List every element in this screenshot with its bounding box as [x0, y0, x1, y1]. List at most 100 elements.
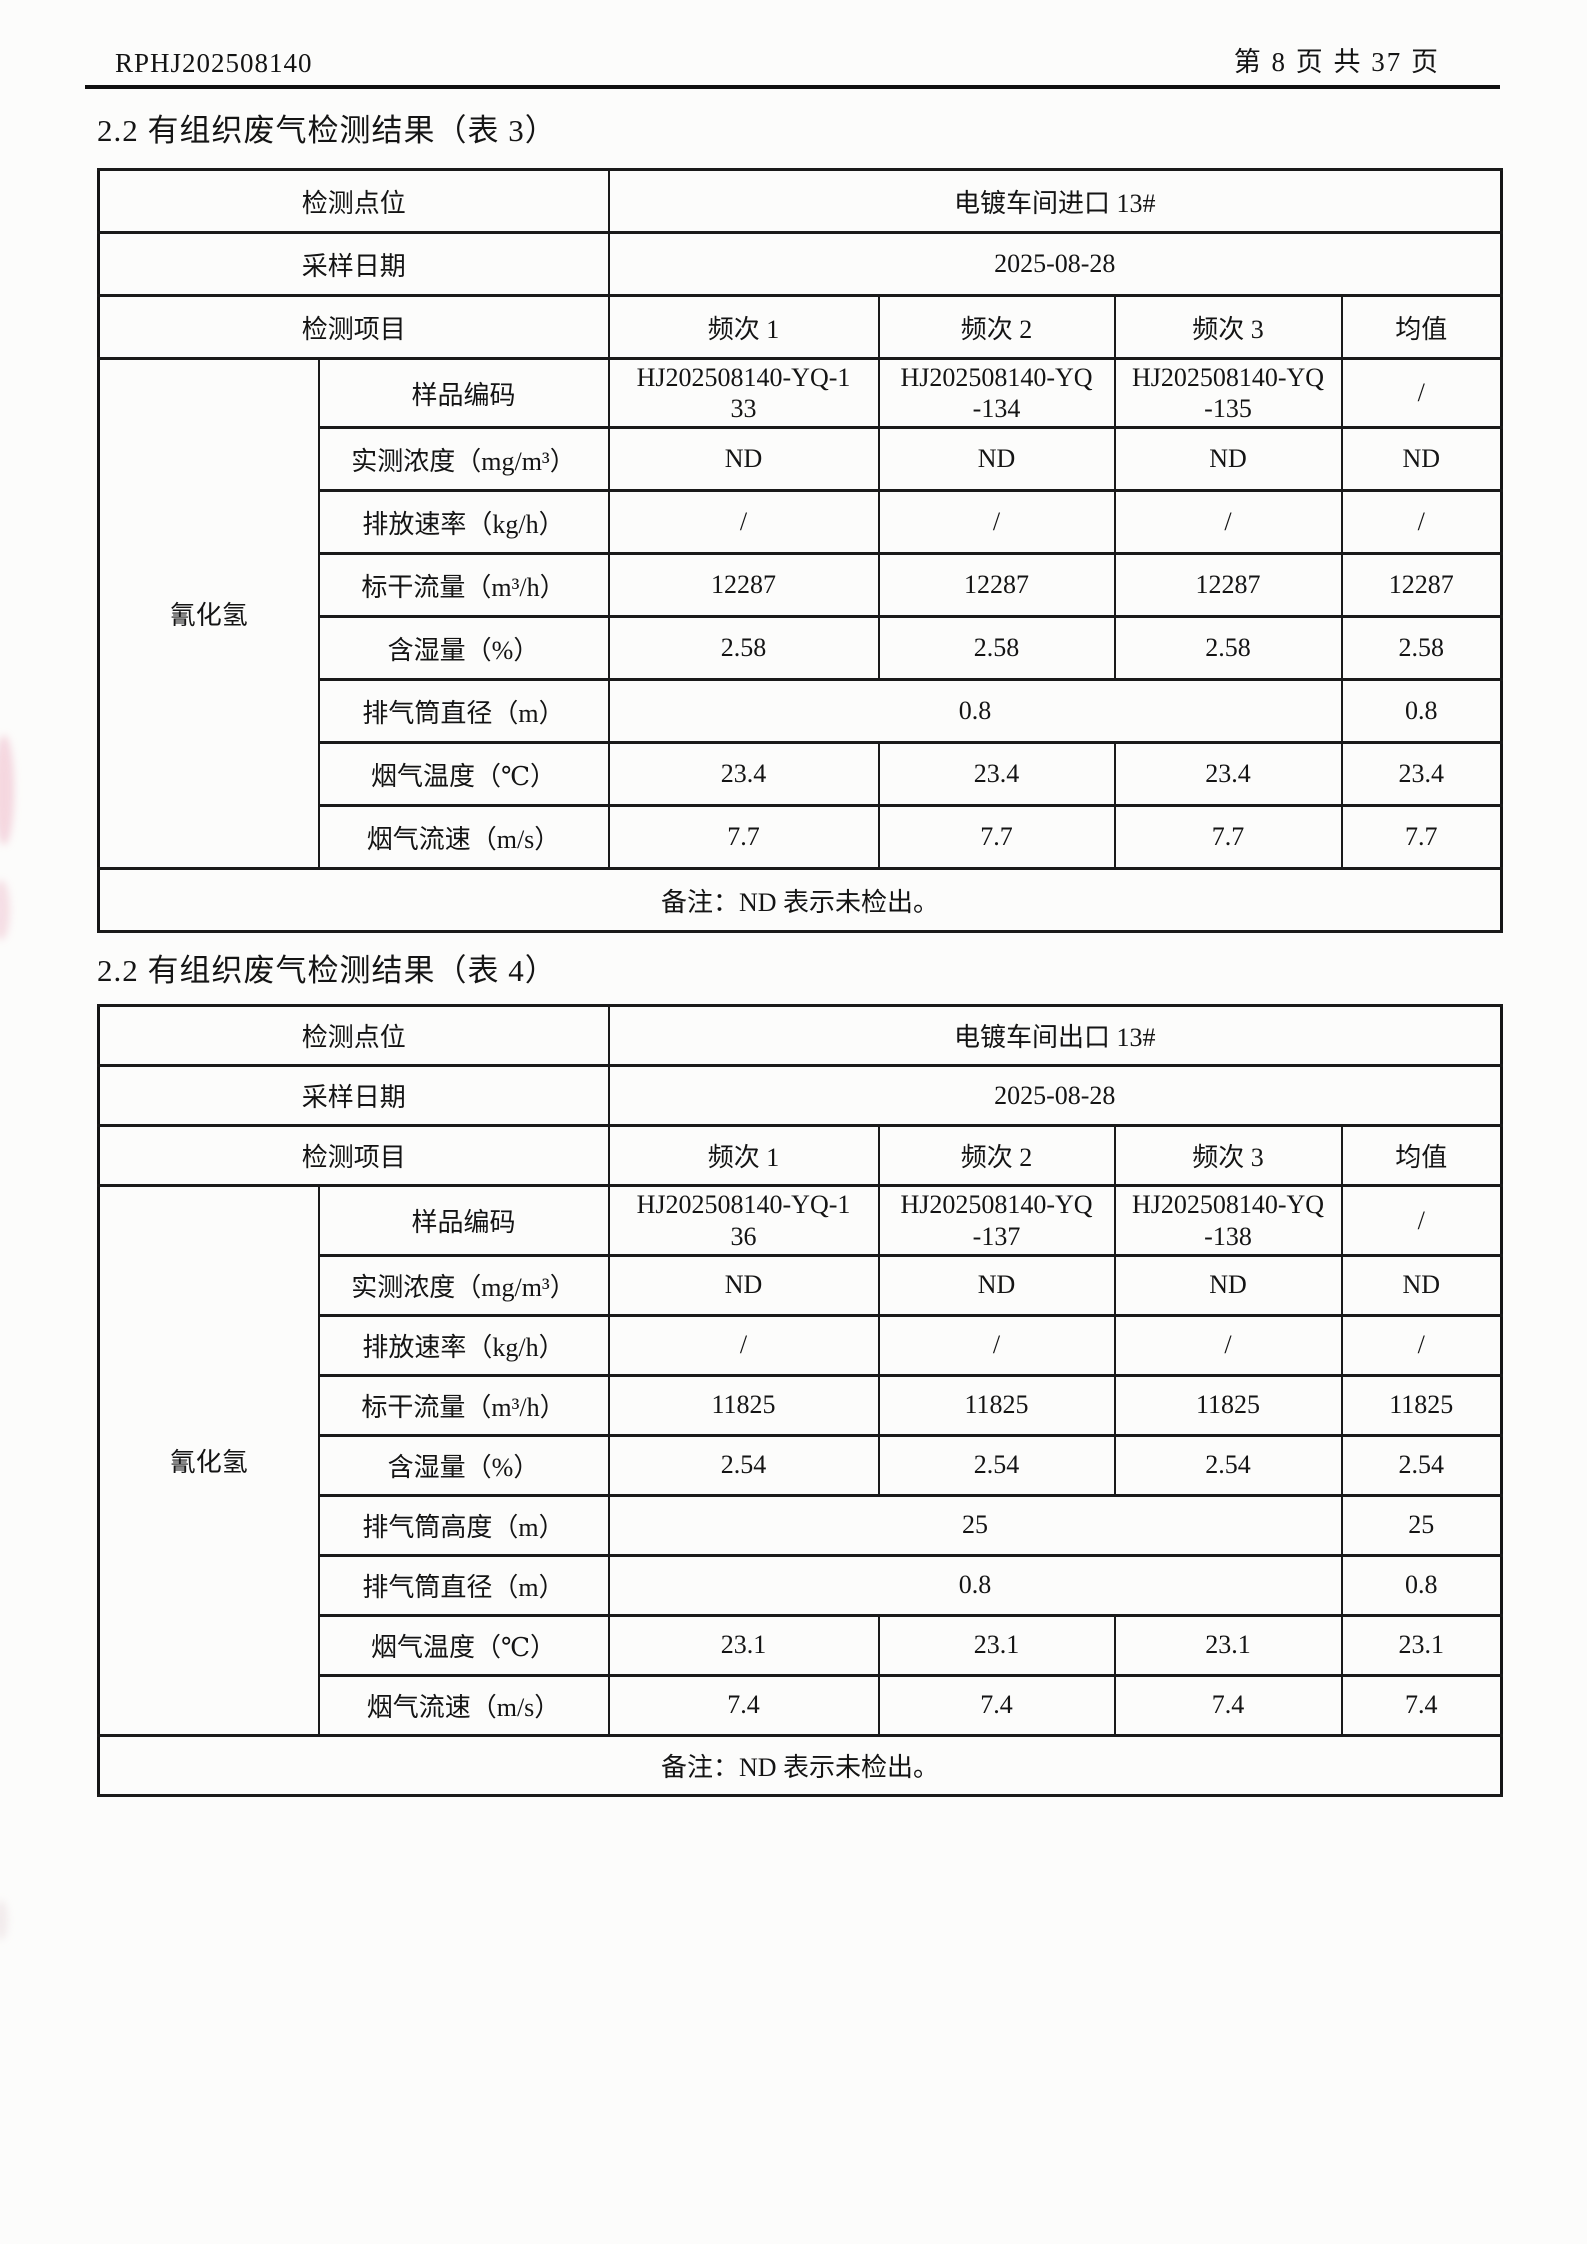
metric-value: /	[607, 489, 880, 556]
metric-label: 烟气温度（℃）	[317, 741, 610, 808]
metric-value: 23.1	[607, 1613, 880, 1677]
table-row: 标干流量（m³/h） 11825 11825 11825 11825	[99, 1373, 1503, 1437]
metric-value: 7.4	[1340, 1673, 1503, 1737]
metric-value: 12287	[1113, 552, 1343, 619]
column-header-freq2: 频次 2	[877, 294, 1116, 360]
table-row: 含湿量（%） 2.54 2.54 2.54 2.54	[99, 1433, 1503, 1497]
metric-value: /	[1340, 1184, 1503, 1257]
sample-code: HJ202508140-YQ -134	[877, 356, 1116, 430]
table-row: 烟气流速（m/s） 7.7 7.7 7.7 7.7	[99, 804, 1503, 871]
page-content: RPHJ202508140 第 8 页 共 37 页 2.2 有组织废气检测结果…	[85, 40, 1504, 1797]
date-value: 2025-08-28	[607, 1064, 1503, 1128]
metric-value: ND	[607, 1253, 880, 1317]
metric-value: 23.4	[1340, 741, 1503, 808]
table-row: 实测浓度（mg/m³） ND ND ND ND	[99, 1253, 1503, 1317]
table-row: 烟气温度（℃） 23.4 23.4 23.4 23.4	[99, 741, 1503, 808]
table-note: 备注：ND 表示未检出。	[97, 1733, 1503, 1797]
table-row: 检测点位 电镀车间进口 13#	[97, 168, 1503, 234]
column-header-freq3: 频次 3	[1113, 1124, 1343, 1188]
table-row: 实测浓度（mg/m³） ND ND ND ND	[99, 426, 1503, 493]
table-note: 备注：ND 表示未检出。	[97, 867, 1503, 934]
scan-artifact	[0, 1900, 8, 1940]
metric-value: 7.4	[607, 1673, 880, 1737]
metric-value: 12287	[877, 552, 1116, 619]
metric-value: /	[1340, 489, 1503, 556]
metric-label: 含湿量（%）	[317, 615, 610, 682]
row-label-date: 采样日期	[97, 1064, 610, 1128]
metric-value: 23.1	[1340, 1613, 1503, 1677]
table-row: 排气筒直径（m） 0.8 0.8	[99, 678, 1503, 745]
metric-value: 2.54	[877, 1433, 1116, 1497]
table-row: 排气筒直径（m） 0.8 0.8	[99, 1553, 1503, 1617]
metric-value: 7.4	[1113, 1673, 1343, 1737]
metric-value: 0.8	[1340, 1553, 1503, 1617]
metric-value: 2.58	[1340, 615, 1503, 682]
sample-code: HJ202508140-YQ-1 36	[607, 1184, 880, 1257]
results-table-3: 检测点位 电镀车间进口 13# 采样日期 2025-08-28 检测项目 频次 …	[97, 168, 1504, 934]
page-number-indicator: 第 8 页 共 37 页	[1233, 47, 1440, 77]
metric-value: 2.54	[1113, 1433, 1343, 1497]
metric-value: ND	[1113, 1253, 1343, 1317]
metric-value: 0.8	[1340, 678, 1503, 745]
row-label-item: 检测项目	[97, 1124, 610, 1188]
table-row: 备注：ND 表示未检出。	[97, 867, 1503, 934]
metric-value: 12287	[1340, 552, 1503, 619]
metric-value: /	[1340, 356, 1503, 430]
table-row: 检测项目 频次 1 频次 2 频次 3 均值	[97, 294, 1503, 360]
metric-value: 7.7	[607, 804, 880, 871]
table-row: 检测点位 电镀车间出口 13#	[97, 1004, 1503, 1068]
metric-label: 标干流量（m³/h）	[317, 1373, 610, 1437]
metric-label: 排放速率（kg/h）	[317, 489, 610, 556]
column-header-freq3: 频次 3	[1113, 294, 1343, 360]
metric-value: 7.7	[877, 804, 1116, 871]
sample-code: HJ202508140-YQ -138	[1113, 1184, 1343, 1257]
metric-label: 样品编码	[317, 356, 610, 430]
metric-label: 标干流量（m³/h）	[317, 552, 610, 619]
table-row: 排放速率（kg/h） / / / /	[99, 1313, 1503, 1377]
metric-label: 烟气温度（℃）	[317, 1613, 610, 1677]
metric-value: 7.7	[1340, 804, 1503, 871]
table-row: 氰化氢 样品编码 HJ202508140-YQ-1 33 HJ202508140…	[97, 356, 1503, 871]
table-row: 氰化氢 样品编码 HJ202508140-YQ-1 36 HJ202508140…	[97, 1184, 1503, 1737]
column-header-avg: 均值	[1340, 1124, 1503, 1188]
column-header-freq1: 频次 1	[607, 294, 880, 360]
point-value: 电镀车间出口 13#	[607, 1004, 1503, 1068]
row-label-date: 采样日期	[97, 231, 610, 297]
metric-value: /	[877, 489, 1116, 556]
metric-value: 23.1	[877, 1613, 1116, 1677]
column-header-avg: 均值	[1340, 294, 1503, 360]
column-header-freq1: 频次 1	[607, 1124, 880, 1188]
table-row: 采样日期 2025-08-28	[97, 1064, 1503, 1128]
sample-code: HJ202508140-YQ -135	[1113, 356, 1343, 430]
date-value: 2025-08-28	[607, 231, 1503, 297]
metric-value: 23.4	[877, 741, 1116, 808]
metric-label: 实测浓度（mg/m³）	[317, 426, 610, 493]
metric-value: 2.58	[877, 615, 1116, 682]
metric-label: 排气筒高度（m）	[317, 1493, 610, 1557]
page-header: RPHJ202508140 第 8 页 共 37 页	[85, 40, 1500, 89]
metric-label: 烟气流速（m/s）	[317, 1673, 610, 1737]
metric-label: 排气筒直径（m）	[317, 1553, 610, 1617]
metric-value: 2.54	[1340, 1433, 1503, 1497]
metric-value-merged: 0.8	[607, 678, 1343, 745]
metric-value: 2.54	[607, 1433, 880, 1497]
metric-value: 23.4	[1113, 741, 1343, 808]
metric-value: 12287	[607, 552, 880, 619]
results-table-4: 检测点位 电镀车间出口 13# 采样日期 2025-08-28 检测项目 频次 …	[97, 1004, 1504, 1797]
metric-value: ND	[1340, 426, 1503, 493]
column-header-freq2: 频次 2	[877, 1124, 1116, 1188]
metric-value: ND	[1340, 1253, 1503, 1317]
scan-artifact	[0, 880, 10, 940]
metric-value: ND	[607, 426, 880, 493]
document-number: RPHJ202508140	[115, 48, 313, 78]
table-row: 检测项目 频次 1 频次 2 频次 3 均值	[97, 1124, 1503, 1188]
metric-label: 样品编码	[317, 1184, 610, 1257]
metric-value: /	[1340, 1313, 1503, 1377]
point-value: 电镀车间进口 13#	[607, 168, 1503, 234]
metric-label: 烟气流速（m/s）	[317, 804, 610, 871]
sample-code: HJ202508140-YQ-1 33	[607, 356, 880, 430]
table-row: 排气筒高度（m） 25 25	[99, 1493, 1503, 1557]
metric-value: 11825	[1113, 1373, 1343, 1437]
table-row: 排放速率（kg/h） / / / /	[99, 489, 1503, 556]
